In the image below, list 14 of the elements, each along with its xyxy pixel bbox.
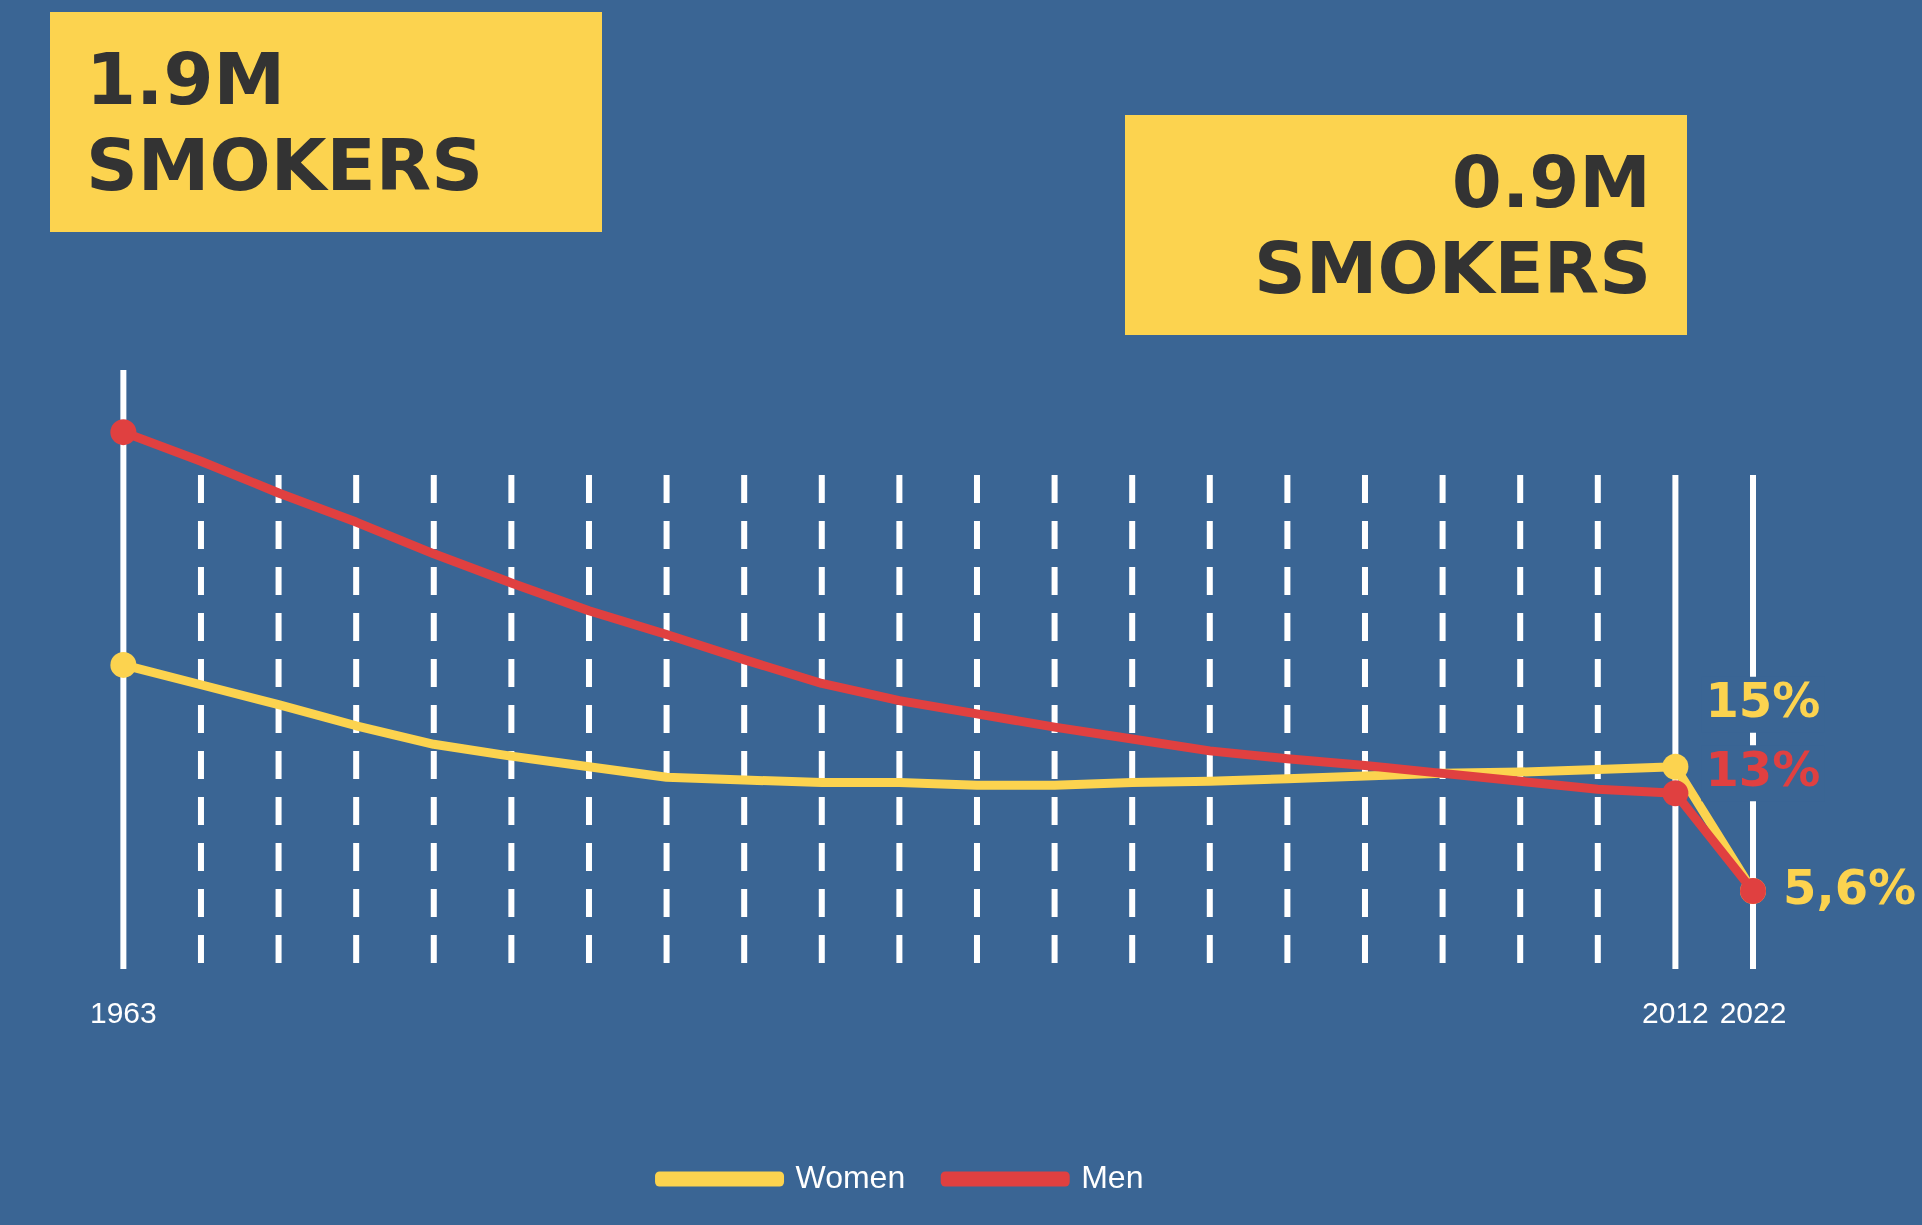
point (1662, 753, 1689, 780)
x-tick-label: 2022 (1719, 996, 1787, 1030)
data-label: 13% (1705, 740, 1821, 797)
point (1662, 780, 1689, 807)
point (110, 651, 137, 678)
data-label: 15% (1705, 672, 1821, 729)
point (110, 419, 137, 446)
text: 0.9M SMOKERS (1125, 115, 1687, 335)
legend-label: Women (795, 1158, 906, 1195)
text: 1.9M SMOKERS (50, 12, 602, 232)
data-label: 5,6% (1783, 858, 1917, 915)
legend-label: Men (1081, 1158, 1144, 1195)
x-tick-label: 2012 (1642, 996, 1709, 1030)
x-tick-label: 1963 (89, 996, 157, 1030)
